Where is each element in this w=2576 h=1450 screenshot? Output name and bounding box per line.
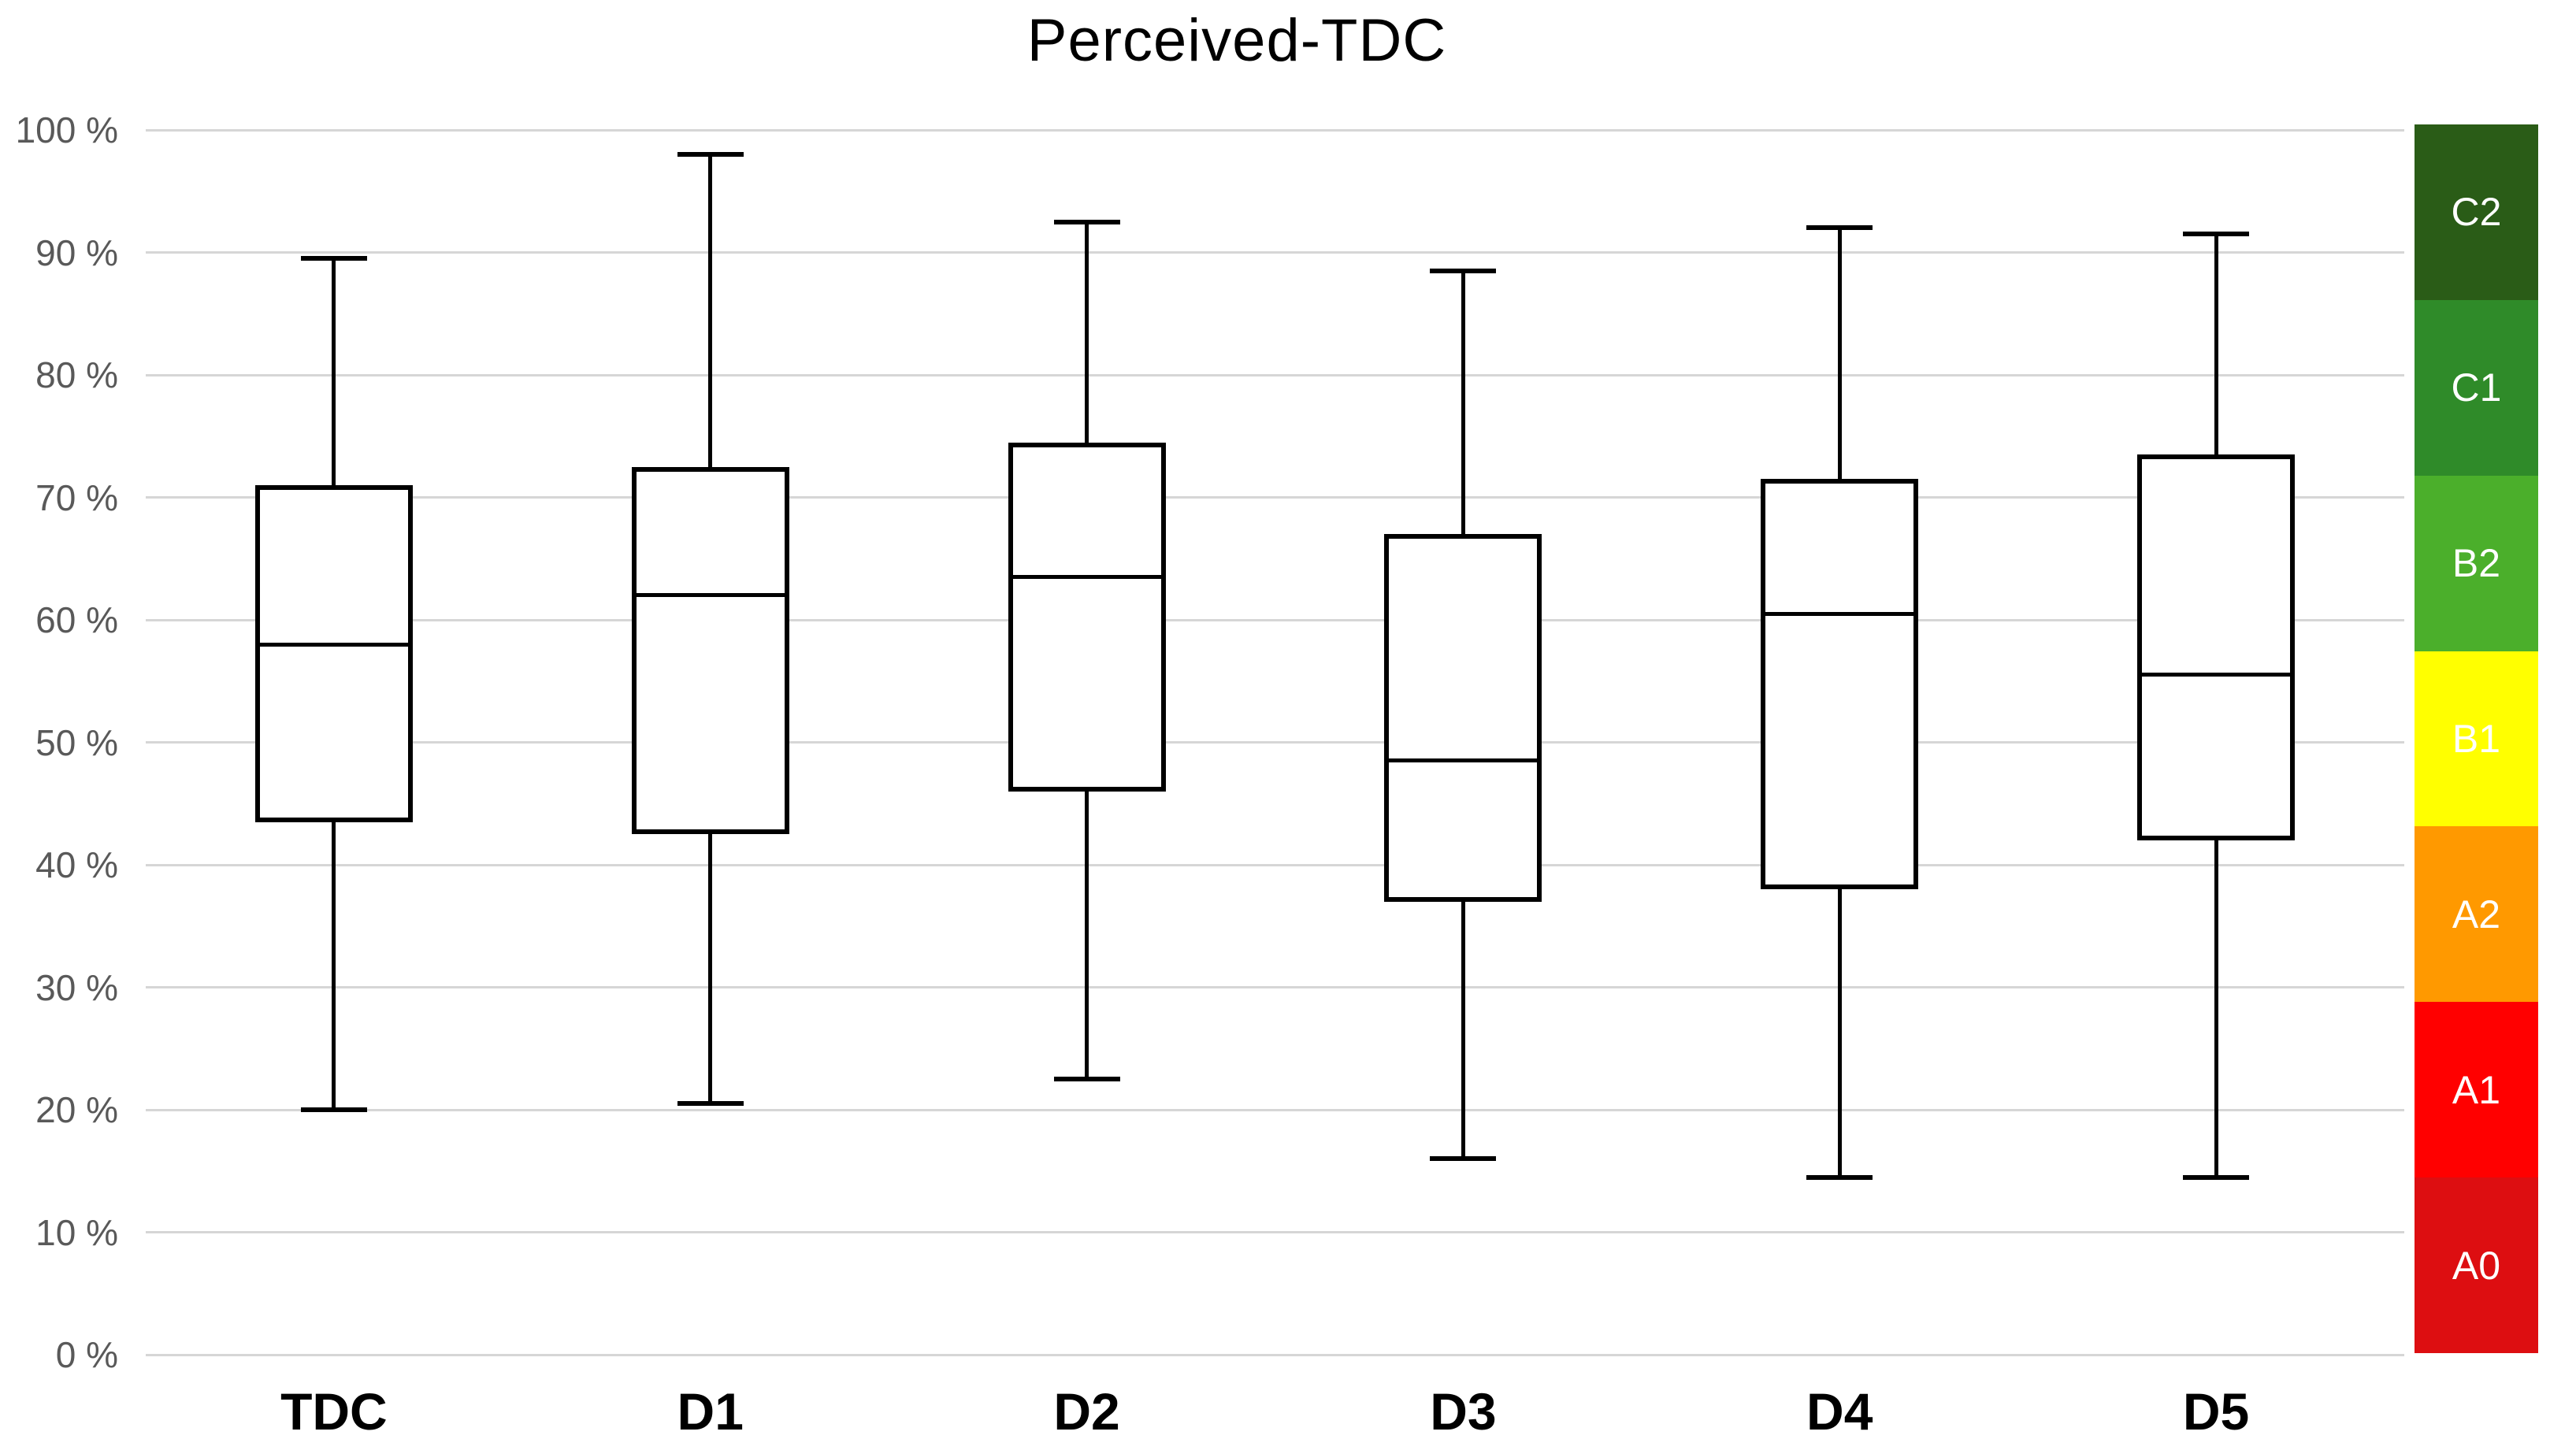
legend-band-C2: C2 xyxy=(2415,124,2538,300)
whisker-upper-line xyxy=(708,154,713,467)
y-tick-label: 60 % xyxy=(35,599,118,640)
legend-band-C1: C1 xyxy=(2415,299,2538,476)
whisker-lower-line xyxy=(1085,791,1089,1080)
legend-band-A2: A2 xyxy=(2415,826,2538,1003)
whisker-upper-line xyxy=(1461,270,1465,535)
iqr-box xyxy=(2137,454,2296,840)
median-line xyxy=(1761,611,1919,616)
median-line xyxy=(1008,575,1166,580)
legend-band-A1: A1 xyxy=(2415,1002,2538,1178)
whisker-min-cap xyxy=(1806,1174,1873,1180)
legend-band-B1: B1 xyxy=(2415,651,2538,827)
legend-band-A0: A0 xyxy=(2415,1177,2538,1353)
y-tick-label: 40 % xyxy=(35,844,118,885)
whisker-lower-line xyxy=(2214,840,2218,1177)
legend-band-label: C1 xyxy=(2451,365,2502,410)
whisker-min-cap xyxy=(300,1107,367,1112)
legend-band-label: B1 xyxy=(2452,716,2501,761)
legend-band-label: A0 xyxy=(2452,1243,2501,1288)
whisker-upper-line xyxy=(2214,234,2218,455)
median-line xyxy=(1384,758,1542,763)
gridline xyxy=(146,1231,2404,1233)
y-tick-label: 0 % xyxy=(55,1334,118,1375)
whisker-max-cap xyxy=(300,256,367,261)
whisker-max-cap xyxy=(1806,225,1873,231)
y-tick-label: 100 % xyxy=(15,109,118,150)
gridline xyxy=(146,373,2404,376)
y-tick-label: 20 % xyxy=(35,1089,118,1130)
legend-band-label: A1 xyxy=(2452,1067,2501,1112)
y-tick-label: 50 % xyxy=(35,721,118,763)
whisker-max-cap xyxy=(677,152,744,158)
gridline xyxy=(146,986,2404,988)
iqr-box xyxy=(254,484,413,822)
iqr-box xyxy=(1008,442,1166,792)
whisker-min-cap xyxy=(1053,1077,1120,1082)
whisker-min-cap xyxy=(677,1101,744,1107)
whisker-upper-line xyxy=(1837,228,1842,480)
gridline xyxy=(146,618,2404,621)
whisker-lower-line xyxy=(1461,901,1465,1159)
y-tick-label: 70 % xyxy=(35,477,118,518)
whisker-min-cap xyxy=(2183,1174,2250,1180)
whisker-max-cap xyxy=(1053,219,1120,224)
whisker-lower-line xyxy=(708,834,713,1104)
gridline xyxy=(146,496,2404,499)
gridline xyxy=(146,863,2404,866)
x-axis-label-D4: D4 xyxy=(1806,1382,1873,1441)
gridline xyxy=(146,251,2404,254)
whisker-min-cap xyxy=(1430,1156,1497,1162)
median-line xyxy=(2137,673,2296,677)
x-axis-label-D1: D1 xyxy=(677,1382,744,1441)
legend-band-label: C2 xyxy=(2451,190,2502,235)
gridline xyxy=(146,741,2404,744)
gridline xyxy=(146,1108,2404,1111)
median-line xyxy=(631,593,789,598)
median-line xyxy=(254,642,413,647)
whisker-lower-line xyxy=(332,821,336,1110)
x-axis-label-D3: D3 xyxy=(1430,1382,1497,1441)
y-tick-label: 80 % xyxy=(35,354,118,395)
whisker-lower-line xyxy=(1837,889,1842,1177)
x-axis-label-D5: D5 xyxy=(2182,1382,2250,1441)
y-tick-label: 90 % xyxy=(35,232,118,273)
legend-band-B2: B2 xyxy=(2415,475,2538,651)
iqr-box xyxy=(1384,534,1542,902)
whisker-max-cap xyxy=(1430,268,1497,273)
legend-band-label: A2 xyxy=(2452,892,2501,936)
whisker-upper-line xyxy=(1085,221,1089,443)
gridline xyxy=(146,128,2404,132)
gridline xyxy=(146,1353,2404,1356)
iqr-box xyxy=(631,466,789,835)
y-tick-label: 30 % xyxy=(35,966,118,1008)
legend-band-label: B2 xyxy=(2452,541,2501,586)
x-axis-label-D2: D2 xyxy=(1053,1382,1120,1441)
x-axis-label-TDC: TDC xyxy=(280,1382,388,1441)
chart-title: Perceived-TDC xyxy=(1026,7,1447,74)
whisker-upper-line xyxy=(332,258,336,485)
y-tick-label: 10 % xyxy=(35,1211,118,1253)
iqr-box xyxy=(1761,479,1919,890)
whisker-max-cap xyxy=(2183,232,2250,237)
